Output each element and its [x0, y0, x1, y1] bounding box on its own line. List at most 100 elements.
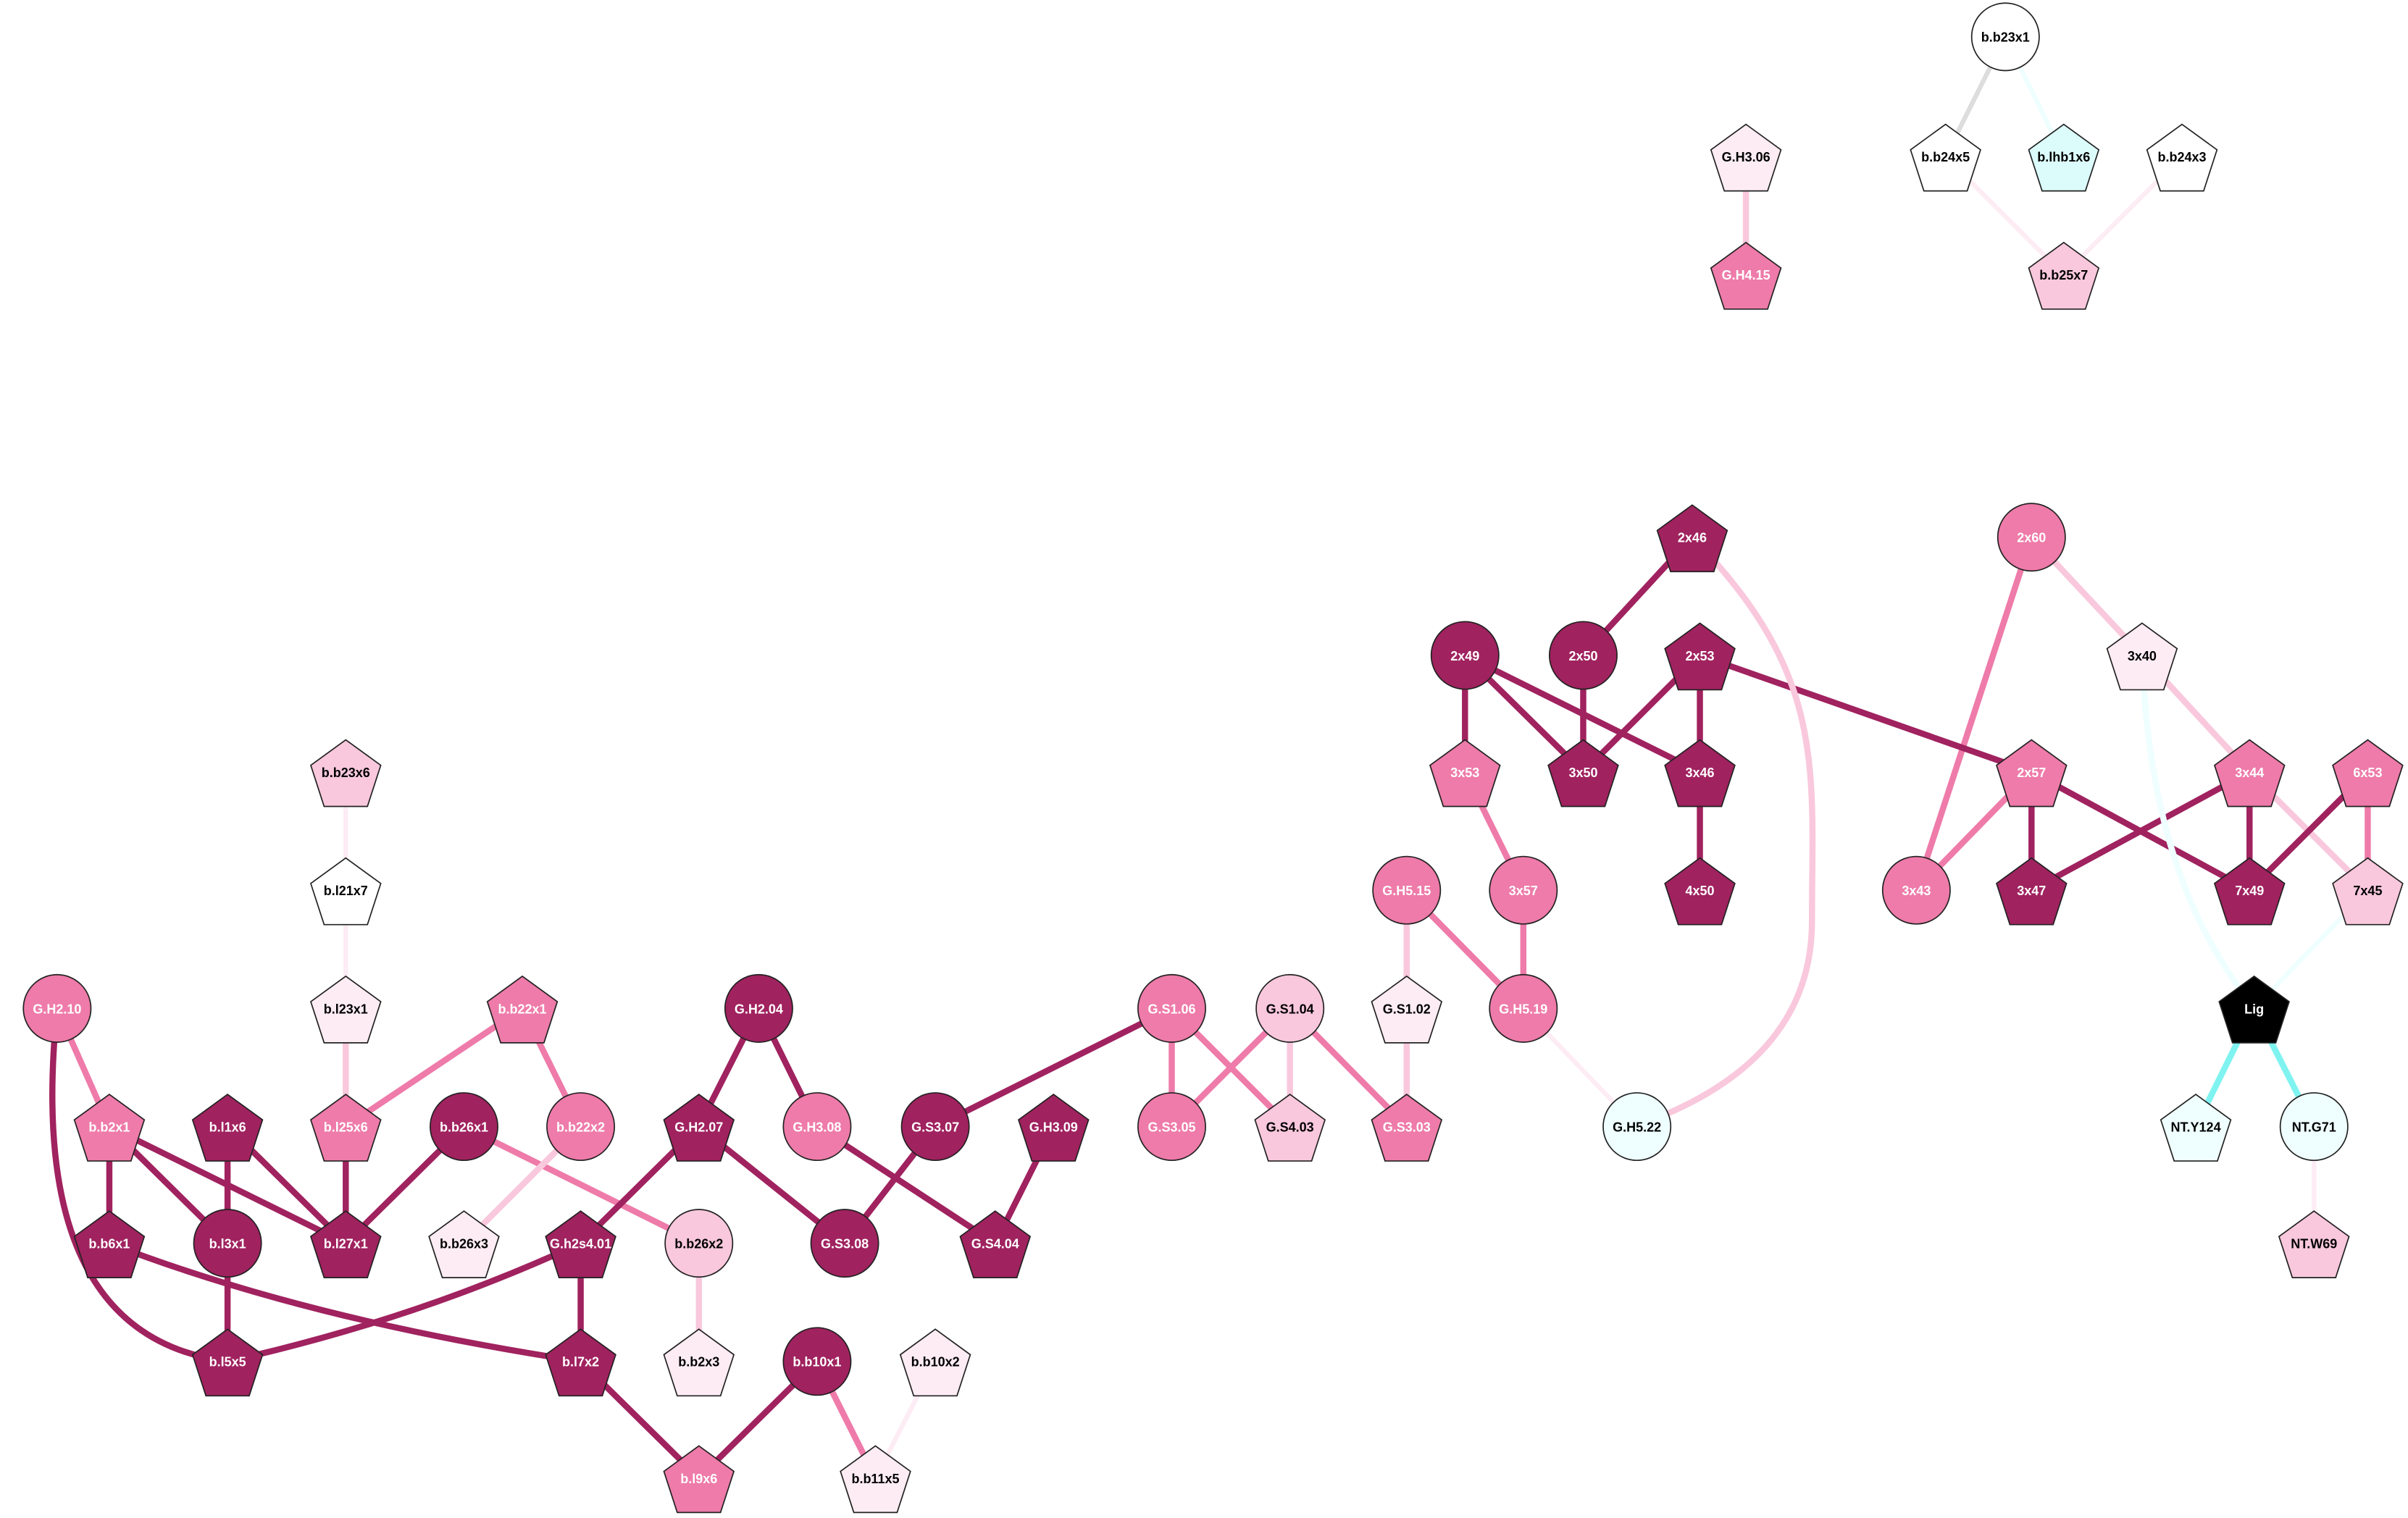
node-label: b.b24x3: [2157, 150, 2206, 164]
node-label: b.l9x6: [680, 1472, 717, 1486]
node-label: G.H2.07: [674, 1120, 723, 1134]
node-label: b.b2x1: [88, 1120, 130, 1134]
node-label: b.b23x1: [1981, 30, 2030, 45]
node-circle: [1430, 621, 1500, 690]
node-circle: [1997, 503, 2066, 572]
node-pentagon: [1254, 1094, 1326, 1162]
node-label: b.b24x5: [1921, 150, 1970, 164]
node-label: G.H5.19: [1499, 1002, 1547, 1016]
node-pentagon: [663, 1094, 735, 1162]
node-label: 2x50: [1568, 649, 1597, 663]
node-pentagon: [1664, 739, 1736, 808]
node-label: 2x53: [1686, 649, 1715, 663]
node-label: 3x50: [1568, 766, 1597, 780]
node-circle: [782, 1327, 852, 1396]
node-circle: [1255, 973, 1325, 1043]
node-label: b.l23x1: [324, 1002, 368, 1016]
node-label: G.H2.10: [33, 1002, 81, 1016]
node-label: b.l3x1: [209, 1237, 246, 1251]
node-label: G.S3.05: [1147, 1120, 1195, 1134]
node-pentagon: [1995, 857, 2068, 926]
node-label: b.b23x6: [322, 766, 370, 780]
node-label: b.b26x1: [440, 1120, 488, 1134]
node-circle: [1137, 1092, 1206, 1162]
node-pentagon: [1371, 975, 1443, 1044]
node-label: b.l21x7: [324, 884, 368, 898]
node-pentagon: [2218, 975, 2290, 1044]
node-label: b.b26x3: [440, 1237, 488, 1251]
edge: [108, 1240, 582, 1365]
node-label: 3x40: [2128, 649, 2157, 663]
node-label: 2x46: [1678, 531, 1707, 545]
node-label: b.b25x7: [2039, 268, 2088, 282]
edge: [462, 1123, 701, 1246]
node-pentagon: [2213, 857, 2286, 926]
node-label: G.S3.03: [1383, 1120, 1431, 1134]
node-label: 3x47: [2017, 884, 2046, 898]
node-pentagon: [2028, 123, 2100, 192]
node-label: G.H3.06: [1722, 150, 1771, 164]
node-label: b.l5x5: [209, 1355, 246, 1370]
node-label: b.b26x2: [674, 1237, 723, 1251]
node-label: G.H5.15: [1382, 884, 1431, 898]
node-pentagon: [663, 1445, 735, 1514]
node-circle: [1372, 855, 1442, 925]
node-label: b.b11x5: [851, 1472, 899, 1486]
node-pentagon: [2332, 857, 2404, 926]
node-pentagon: [428, 1210, 500, 1278]
node-label: b.b6x1: [88, 1237, 130, 1251]
node-pentagon: [899, 1328, 971, 1397]
node-pentagon: [191, 1328, 264, 1397]
node-circle: [22, 973, 92, 1043]
node-pentagon: [545, 1328, 616, 1397]
node-circle: [1548, 621, 1618, 690]
nodes: b.b23x1 G.H3.06 b.b24x5 b.lhb1x6 b.b24x3 G.H4…: [22, 2, 2404, 1514]
node-pentagon: [2160, 1094, 2232, 1162]
node-pentagon: [959, 1210, 1032, 1278]
node-pentagon: [73, 1094, 146, 1162]
node-circle: [810, 1209, 879, 1278]
node-pentagon: [1371, 1094, 1443, 1162]
node-pentagon: [2028, 241, 2100, 310]
node-circle: [1489, 973, 1558, 1043]
edge: [815, 1124, 998, 1246]
edge: [1699, 652, 2033, 776]
node-pentagon: [2106, 622, 2178, 691]
edge: [1913, 536, 2035, 892]
node-label: G.H3.09: [1029, 1120, 1078, 1134]
node-label: G.H2.04: [735, 1002, 783, 1016]
node-label: Lig: [2244, 1002, 2264, 1016]
node-label: NT.W69: [2291, 1237, 2337, 1251]
node-label: G.S3.07: [911, 1120, 959, 1134]
node-label: G.H4.15: [1722, 268, 1771, 282]
node-pentagon: [309, 857, 382, 926]
node-pentagon: [1995, 739, 2068, 808]
node-circle: [1881, 855, 1951, 925]
edge: [1636, 534, 1816, 1130]
edge: [2030, 769, 2252, 893]
node-circle: [664, 1209, 734, 1278]
node-label: 4x50: [1686, 884, 1715, 898]
node-label: G.h2s4.01: [550, 1237, 611, 1251]
node-circle: [2279, 1092, 2349, 1162]
node-pentagon: [1710, 123, 1782, 192]
edge: [343, 1005, 524, 1130]
node-label: b.l1x6: [209, 1120, 246, 1134]
node-label: G.S1.04: [1266, 1002, 1314, 1016]
node-label: G.S1.02: [1383, 1002, 1431, 1016]
node-circle: [1602, 1092, 1672, 1162]
node-pentagon: [1910, 123, 1981, 192]
node-pentagon: [486, 975, 559, 1044]
node-pentagon: [1656, 504, 1728, 573]
node-label: 7x45: [2353, 884, 2382, 898]
node-label: G.H3.08: [793, 1120, 841, 1134]
node-label: 2x60: [2017, 531, 2046, 545]
node-pentagon: [1664, 857, 1736, 926]
node-circle: [430, 1092, 498, 1162]
node-circle: [900, 1092, 970, 1162]
edge: [227, 1240, 582, 1364]
node-circle: [193, 1209, 262, 1278]
node-pentagon: [2332, 739, 2404, 808]
